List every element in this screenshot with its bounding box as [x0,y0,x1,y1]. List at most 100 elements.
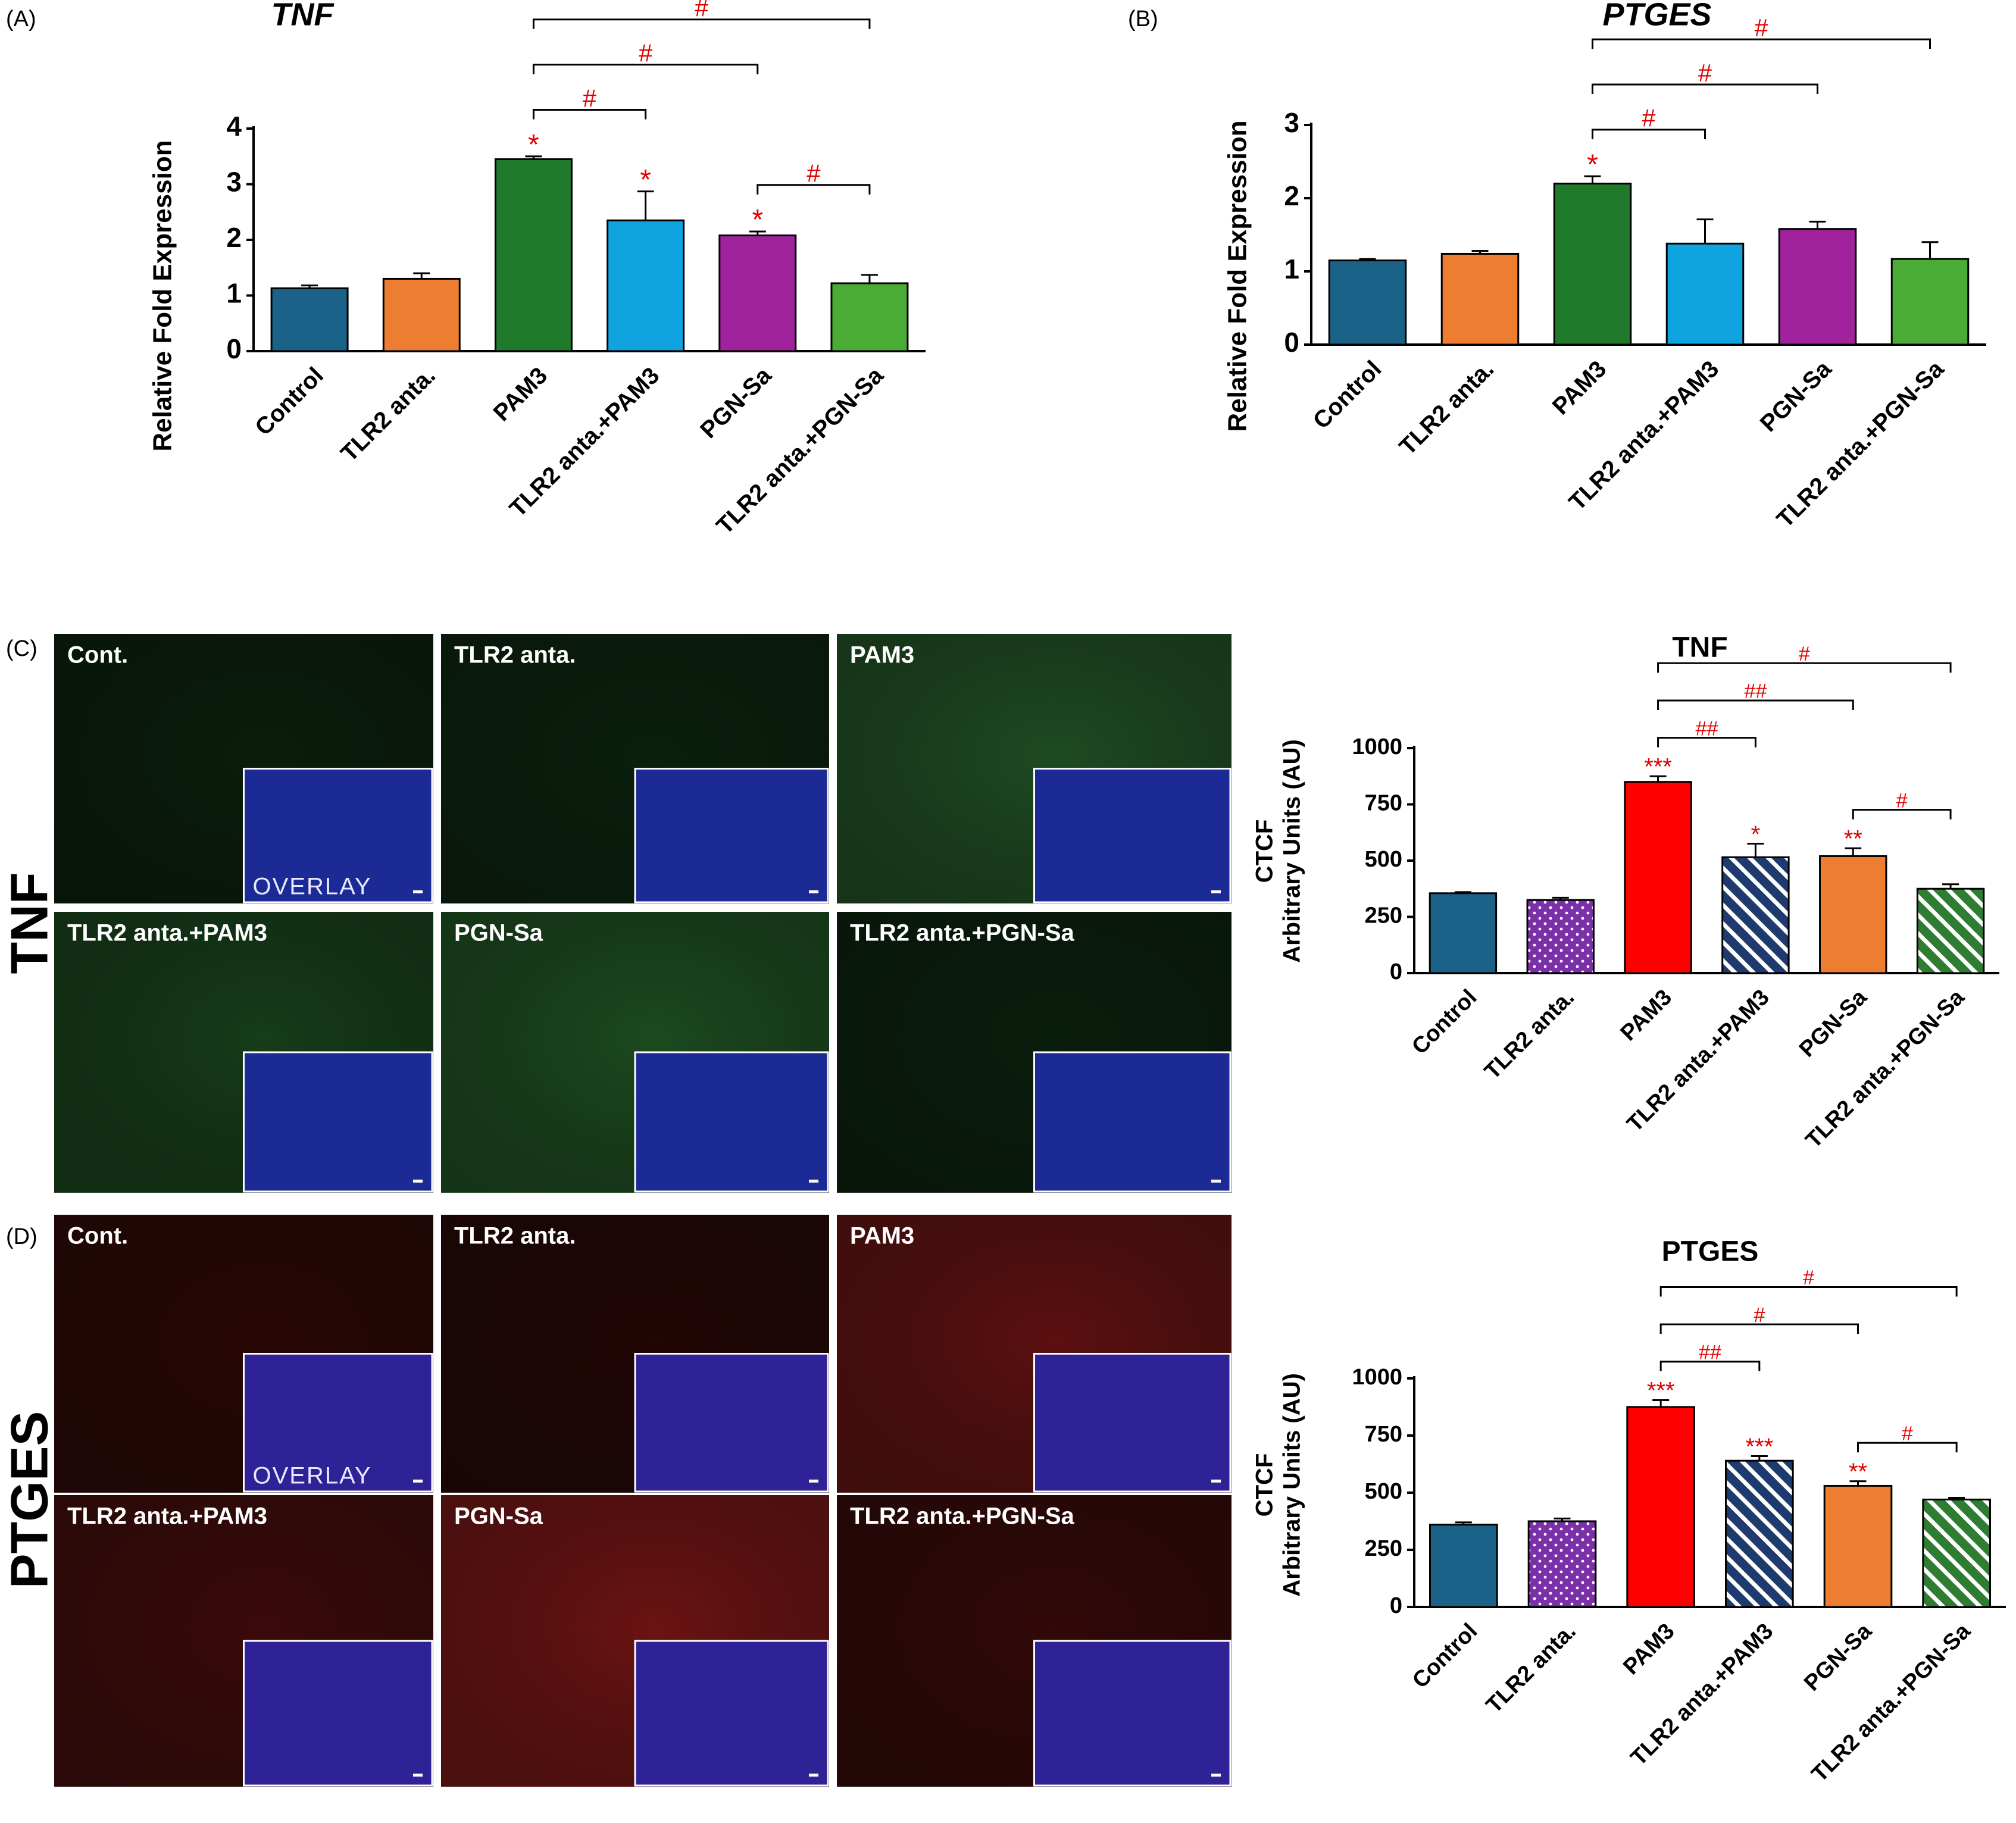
bar [1429,1524,1498,1608]
y-tick-label: 750 [1365,1422,1402,1447]
significance-label: # [1754,1304,1765,1327]
bar [1626,1406,1695,1608]
x-tick-label: TLR2 anta. [1395,356,1499,461]
error-bar [1921,241,1939,259]
x-tick-label: TLR2 anta.+PGN-Sa [1807,1618,1976,1787]
panel-label: TLR2 anta.+PAM3 [67,1503,267,1530]
x-tick-label: PAM3 [1548,356,1612,420]
y-axis-label: Arbitrary Units (AU) [1279,739,1305,963]
y-tick-label: 3 [1284,107,1299,138]
scale-bar [413,1480,423,1483]
y-axis-label: Relative Fold Expression [148,140,177,451]
significance-star: *** [1647,1378,1675,1404]
significance-star: * [1751,821,1761,848]
significance-label: # [1698,60,1712,87]
x-tick-label: Control [1407,985,1481,1059]
y-tick-label: 250 [1365,903,1402,928]
scale-bar [413,890,423,893]
y-tick-label: 1 [226,278,242,309]
significance-label: ## [1699,1342,1721,1364]
panel-label: TLR2 anta. [454,642,576,668]
significance-star: ** [1849,1459,1867,1485]
y-tick-label: 0 [1284,327,1299,358]
x-tick-label: PGN-Sa [695,362,777,443]
overlay-inset [243,1640,433,1787]
significance-star: *** [1746,1434,1774,1460]
significance-bracket [1659,1361,1761,1371]
overlay-inset [634,1051,829,1193]
y-axis-label: Arbitrary Units (AU) [1279,1373,1305,1597]
bar [1725,1459,1794,1608]
bar [1819,855,1887,974]
significance-label: # [1902,1422,1913,1445]
error-bar [525,155,542,160]
bar [494,158,573,352]
error-bar [1584,175,1601,184]
error-bar [1649,775,1667,782]
error-bar [1942,883,1959,889]
figure-label: (A) [6,7,36,32]
significance-bracket [1852,809,1952,820]
panel-label: Cont. [67,642,128,668]
bar [607,219,685,352]
overlay-inset [243,1051,433,1193]
error-bar [1809,220,1826,229]
significance-label: # [1642,105,1655,132]
bar [1624,781,1692,974]
bar [1527,1520,1597,1608]
bar [1328,259,1407,346]
error-bar [1471,250,1489,254]
overlay-inset [1033,1640,1232,1787]
panel-label: PAM3 [850,642,914,668]
bar [1890,258,1970,346]
scale-bar [809,890,818,893]
bar [382,277,461,352]
significance-bracket [532,64,759,74]
bar [1526,899,1595,974]
y-tick-label: 0 [1390,959,1402,984]
error-bar [861,274,878,283]
overlay-inset [634,1640,829,1787]
y-tick-label: 1000 [1352,1365,1402,1390]
error-bar [749,230,766,236]
y-axis-label: Relative Fold Expression [1223,120,1252,431]
significance-label: # [1896,789,1908,812]
y-tick-label: 3 [226,167,242,198]
error-bar [1747,843,1764,858]
significance-label: ## [1695,717,1718,740]
bar [830,282,909,352]
x-tick-label: PAM3 [1616,985,1677,1046]
overlay-inset [243,768,433,903]
significance-star: * [528,129,539,161]
significance-bracket [1657,737,1756,748]
y-tick-label: 2 [226,222,242,253]
overlay-label: OVERLAY [253,1463,372,1489]
x-tick-label: TLR2 anta.+PGN-Sa [1801,984,1970,1153]
bar [270,287,349,352]
significance-label: # [1754,14,1768,42]
significance-bracket [757,184,871,195]
bar [1778,228,1857,346]
y-tick-label: 750 [1365,791,1402,816]
error-bar [637,190,654,221]
bar [1440,252,1520,346]
overlay-inset [1033,1353,1232,1493]
bar [1553,182,1632,346]
significance-star: * [640,164,651,196]
significance-bracket [1592,129,1706,139]
scale-bar [1211,1774,1221,1777]
error-bar [1696,218,1714,244]
significance-bracket [1857,1441,1958,1453]
overlay-inset [1033,768,1232,903]
overlay-inset [243,1353,433,1493]
scale-bar [1211,1480,1221,1483]
error-bar [1552,896,1569,900]
panel-label: TLR2 anta.+PAM3 [67,920,267,946]
panel-label: TLR2 anta.+PGN-Sa [850,920,1075,946]
y-axis-label: CTCF [1252,820,1278,883]
error-bar [1554,1517,1571,1521]
panel-label: TLR2 anta. [454,1223,576,1249]
significance-star: * [1587,149,1598,181]
x-tick-label: PGN-Sa [1799,1618,1877,1696]
